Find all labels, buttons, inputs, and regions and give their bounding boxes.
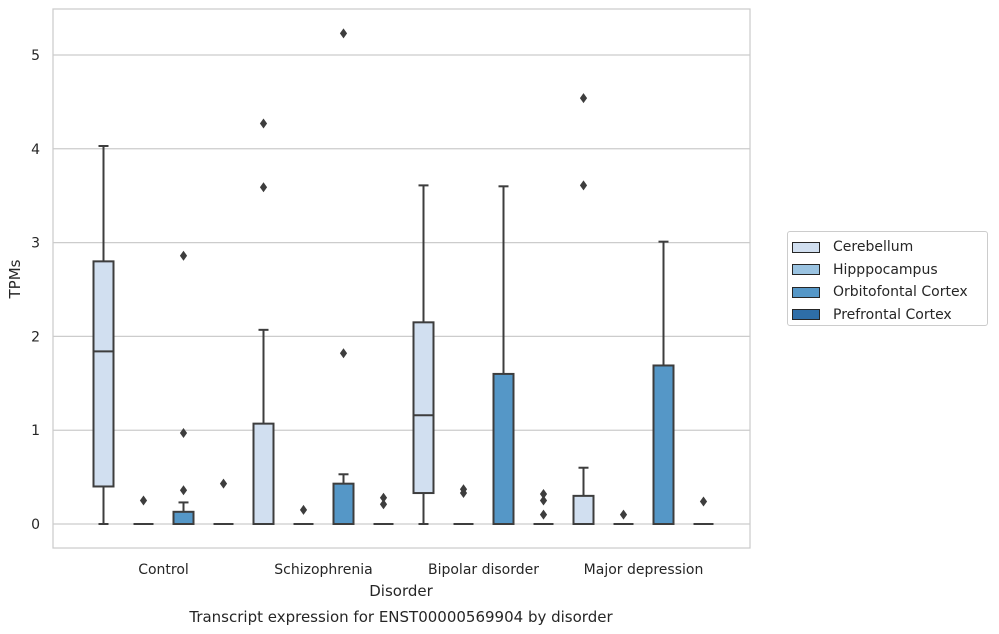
x-axis-label: Disorder (369, 582, 433, 600)
outlier-point (699, 496, 708, 507)
x-tick-label: Schizophrenia (274, 562, 372, 578)
box-0-1 (252, 118, 275, 525)
y-tick-label: 5 (31, 48, 40, 64)
y-axis-ticks: 0 1 2 3 4 5 (31, 48, 40, 533)
legend-swatch (792, 309, 820, 321)
x-axis-ticks: Control Schizophrenia Bipolar disorder Majo… (138, 562, 703, 578)
legend-label: Prefrontal Cortex (833, 306, 952, 323)
y-tick-label: 0 (31, 517, 40, 533)
box-3-1 (373, 492, 394, 525)
legend-item: Prefrontal Cortex (792, 304, 987, 327)
outlier-point (299, 504, 308, 515)
x-tick-label: Control (138, 562, 189, 578)
box-body (492, 372, 515, 526)
legend-item: Hipppocampus (792, 259, 987, 282)
box-body (92, 260, 115, 488)
y-tick-label: 3 (31, 236, 40, 252)
box-series (92, 28, 714, 526)
box-1-2 (453, 484, 474, 525)
outlier-point (259, 182, 268, 193)
outlier-point (139, 495, 148, 506)
box-body (332, 482, 355, 525)
box-2-0 (172, 250, 195, 525)
legend-swatch (792, 241, 820, 253)
box-0-2 (412, 184, 435, 525)
legend: Cerebellum Hipppocampus Orbitofontal Corte… (787, 231, 988, 326)
box-body (252, 422, 275, 525)
outlier-point (539, 509, 548, 520)
box-1-1 (293, 504, 314, 525)
legend-label: Orbitofontal Cortex (833, 284, 968, 301)
outlier-point (339, 28, 348, 39)
box-body (572, 494, 595, 525)
outlier-point (619, 509, 628, 520)
box-0-0 (92, 144, 115, 525)
outlier-point (539, 495, 548, 506)
outlier-point (179, 485, 188, 496)
outlier-point (179, 428, 188, 439)
box-body (172, 510, 195, 525)
outlier-point (379, 499, 388, 510)
outlier-point (579, 180, 588, 191)
legend-label: Cerebellum (833, 239, 914, 256)
legend-item: Cerebellum (792, 236, 987, 259)
box-body (412, 321, 435, 495)
legend-swatch (792, 264, 820, 276)
plot-frame (52, 8, 751, 549)
box-2-3 (652, 240, 675, 525)
y-tick-label: 1 (31, 423, 40, 439)
outlier-point (339, 348, 348, 359)
legend-label: Hipppocampus (833, 261, 938, 278)
gridlines (53, 54, 750, 525)
outlier-point (219, 478, 228, 489)
box-1-3 (613, 509, 634, 525)
legend-swatch (792, 286, 820, 298)
plot-area (53, 9, 750, 548)
box-0-3 (572, 93, 595, 525)
box-body (652, 364, 675, 525)
chart-title: Transcript expression for ENST0000056990… (188, 608, 613, 626)
box-2-2 (492, 185, 515, 526)
outlier-point (539, 488, 548, 499)
legend-item: Orbitofontal Cortex (792, 281, 987, 304)
outlier-point (259, 118, 268, 129)
outlier-point (379, 492, 388, 503)
y-tick-label: 4 (31, 142, 40, 158)
outlier-point (179, 250, 188, 261)
box-2-1 (332, 28, 355, 525)
y-tick-label: 2 (31, 329, 40, 345)
outlier-point (579, 93, 588, 104)
box-3-2 (533, 488, 554, 525)
y-axis-label: TPMs (6, 259, 24, 299)
box-1-0 (133, 495, 154, 525)
box-3-3 (693, 496, 714, 525)
box-3-0 (213, 478, 234, 525)
outlier-point (459, 484, 468, 495)
x-tick-label: Major depression (584, 562, 704, 578)
x-tick-label: Bipolar disorder (428, 562, 539, 578)
